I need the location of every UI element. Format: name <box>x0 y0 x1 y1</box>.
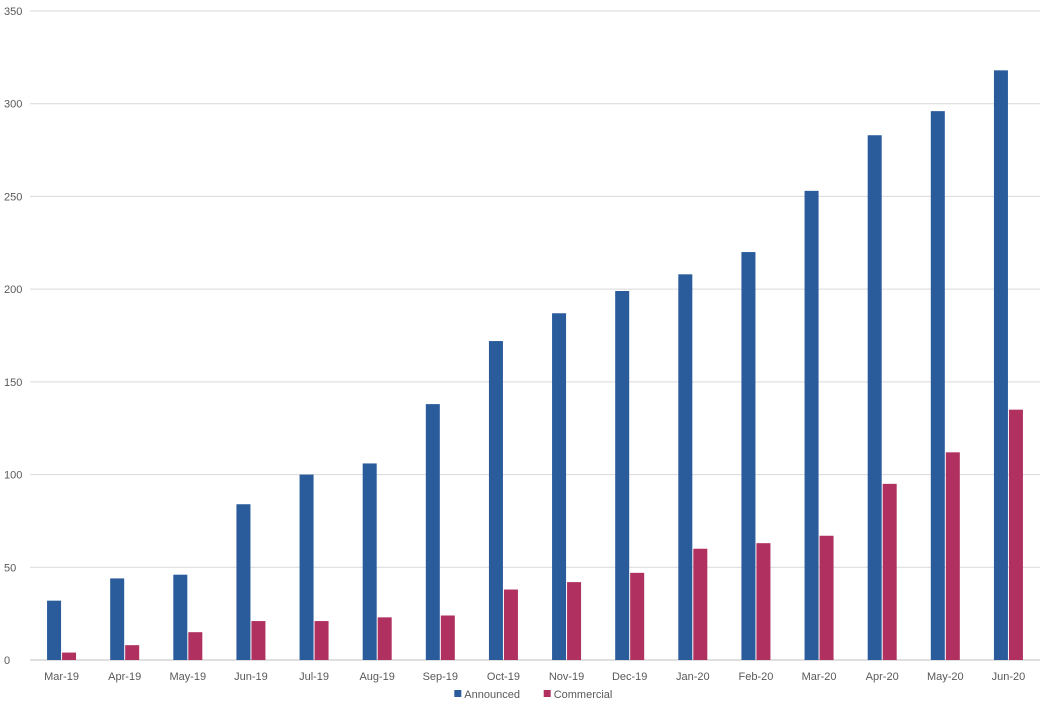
legend-swatch <box>454 690 462 697</box>
bar-group <box>615 290 645 660</box>
x-tick-label: Jun-20 <box>992 671 1026 683</box>
bar-commercial <box>62 652 77 660</box>
bar-announced <box>173 574 188 660</box>
x-tick-label: Jul-19 <box>299 671 329 683</box>
bar-announced <box>425 404 440 660</box>
bar-group <box>678 274 708 660</box>
bar-commercial <box>314 621 329 660</box>
bar-group <box>173 574 203 660</box>
bar-announced <box>362 463 377 660</box>
bar-commercial <box>882 483 897 660</box>
legend-label: Commercial <box>554 689 613 701</box>
bar-group <box>993 70 1023 660</box>
bar-announced <box>867 135 882 661</box>
bar-group <box>741 252 771 661</box>
bar-commercial <box>440 615 455 660</box>
bar-group <box>930 111 960 661</box>
x-tick-label: Mar-20 <box>802 671 837 683</box>
legend: Announced Commercial <box>454 689 612 701</box>
bar-group <box>236 504 266 660</box>
bar-group <box>362 463 392 660</box>
bar-announced <box>299 474 314 660</box>
legend-item: Commercial <box>543 689 613 701</box>
bar-announced <box>804 190 819 660</box>
x-tick-label: Apr-20 <box>866 671 899 683</box>
bar-group <box>425 404 455 660</box>
bar-commercial <box>503 589 518 660</box>
legend-item: Announced <box>454 689 520 701</box>
y-tick-label: 50 <box>4 562 16 574</box>
y-tick-label: 100 <box>4 470 22 482</box>
bar-commercial <box>693 548 708 660</box>
bar-announced <box>488 341 503 660</box>
x-tick-label: Oct-19 <box>487 671 520 683</box>
x-tick-label: Dec-19 <box>612 671 647 683</box>
bar-commercial <box>945 452 960 660</box>
x-tick-label: May-20 <box>927 671 964 683</box>
bar-announced <box>930 111 945 661</box>
bar-announced <box>47 600 62 660</box>
bar-commercial <box>251 621 266 660</box>
bar-commercial <box>567 582 582 660</box>
bar-announced <box>110 578 125 660</box>
bar-group <box>488 341 518 660</box>
y-tick-label: 150 <box>4 377 22 389</box>
bar-group <box>867 135 897 661</box>
bars <box>47 70 1023 661</box>
x-axis-ticks: Mar-19 Apr-19 May-19 Jun-19 Jul-19 Aug-19 Sep-… <box>44 671 1025 683</box>
gridlines <box>30 10 1040 661</box>
y-tick-label: 350 <box>4 6 22 18</box>
x-tick-label: Nov-19 <box>549 671 584 683</box>
legend-swatch <box>543 690 551 697</box>
bar-group <box>299 474 329 660</box>
y-tick-label: 250 <box>4 191 22 203</box>
bar-commercial <box>125 645 140 660</box>
bar-announced <box>552 313 567 660</box>
bar-group <box>47 600 77 660</box>
bar-announced <box>678 274 693 660</box>
bar-group <box>804 190 834 660</box>
x-tick-label: Apr-19 <box>108 671 141 683</box>
legend-label: Announced <box>464 689 520 701</box>
y-axis-ticks: 0 50 100 150 200 250 300 350 <box>4 6 22 667</box>
bar-commercial <box>756 543 771 660</box>
bar-commercial <box>188 632 203 660</box>
x-tick-label: Aug-19 <box>359 671 394 683</box>
bar-announced <box>741 252 756 661</box>
x-tick-label: Mar-19 <box>44 671 79 683</box>
bar-commercial <box>377 617 392 660</box>
y-tick-label: 200 <box>4 284 22 296</box>
x-tick-label: Jan-20 <box>676 671 710 683</box>
x-tick-label: Sep-19 <box>423 671 458 683</box>
bar-announced <box>615 290 630 660</box>
bar-commercial <box>819 535 834 660</box>
bar-commercial <box>630 572 645 660</box>
y-tick-label: 300 <box>4 99 22 111</box>
bar-group <box>110 578 140 660</box>
x-tick-label: Feb-20 <box>739 671 774 683</box>
x-tick-label: May-19 <box>169 671 206 683</box>
bar-announced <box>993 70 1008 660</box>
y-tick-label: 0 <box>4 655 10 667</box>
bar-group <box>552 313 582 660</box>
bar-announced <box>236 504 251 660</box>
x-tick-label: Jun-19 <box>234 671 268 683</box>
bar-commercial <box>1008 409 1023 660</box>
